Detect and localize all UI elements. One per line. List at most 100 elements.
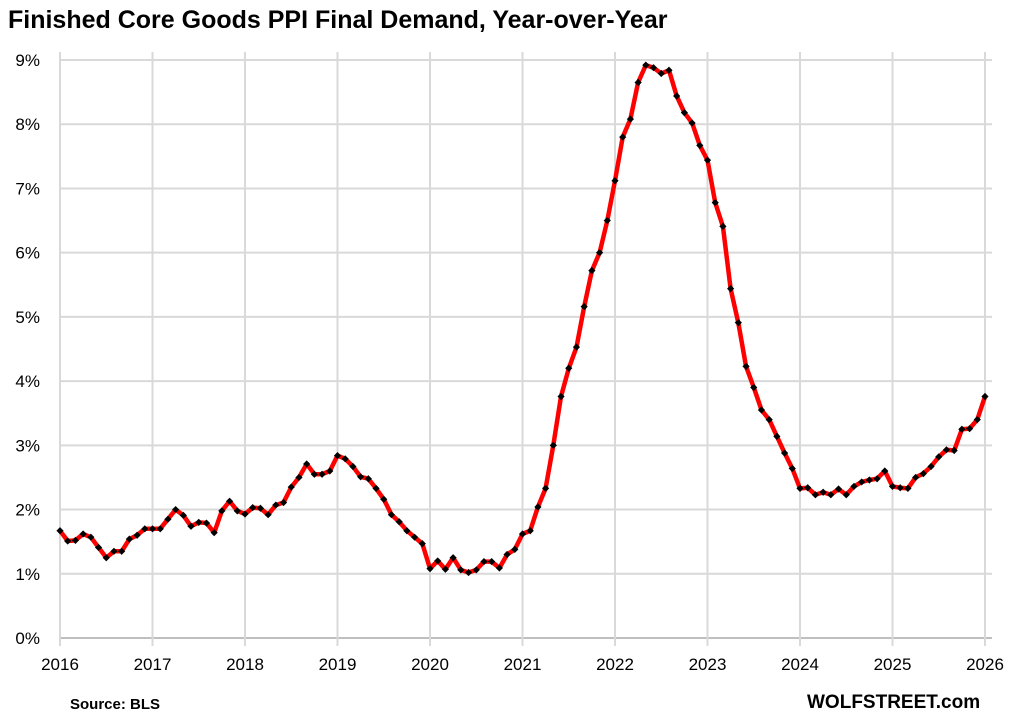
data-point [742, 362, 750, 370]
data-point [634, 78, 642, 87]
data-point [218, 507, 226, 515]
data-point [827, 491, 835, 499]
data-point [156, 525, 164, 533]
data-point [233, 507, 241, 515]
data-point [102, 554, 110, 562]
data-point [256, 504, 265, 512]
data-point [696, 141, 704, 150]
data-point [896, 484, 904, 492]
data-point [873, 475, 881, 483]
data-point [179, 511, 187, 519]
x-tick-label: 2018 [226, 655, 264, 674]
data-point [410, 533, 419, 541]
data-point [164, 515, 172, 523]
data-point [71, 536, 80, 544]
data-point [125, 535, 133, 543]
data-point [757, 406, 766, 414]
data-point [649, 64, 658, 72]
y-tick-label: 9% [15, 51, 40, 70]
data-point [295, 473, 303, 482]
data-point [780, 449, 789, 457]
data-point [973, 416, 981, 424]
x-axis-ticks: 2016 2017 2018 2019 2020 2021 2022 2023 2024 2025… [41, 655, 1004, 674]
data-point [557, 392, 565, 401]
data-point [511, 545, 519, 553]
data-point [842, 491, 850, 499]
grid [59, 52, 992, 646]
data-point [133, 531, 141, 539]
x-tick-label: 2021 [504, 655, 542, 674]
data-point [333, 452, 342, 460]
x-tick-label: 2016 [41, 655, 79, 674]
data-point [549, 441, 557, 449]
data-point [788, 464, 796, 473]
data-point [318, 470, 326, 478]
data-point [965, 425, 974, 433]
data-point [673, 92, 681, 100]
data-point [64, 537, 72, 545]
y-tick-label: 4% [15, 372, 40, 391]
data-point [249, 504, 257, 512]
data-point [657, 69, 665, 78]
data-point [796, 484, 804, 492]
data-point [441, 565, 450, 573]
x-tick-label: 2026 [966, 655, 1004, 674]
data-point [642, 61, 650, 69]
data-point [172, 505, 180, 514]
data-point [688, 119, 696, 127]
data-point [395, 518, 403, 526]
data-point [264, 511, 272, 519]
data-point [94, 543, 103, 552]
data-point [912, 473, 920, 482]
data-point [619, 133, 627, 141]
brand-label: WOLFSTREET.com [807, 692, 981, 713]
data-point [118, 547, 126, 555]
data-point [434, 557, 442, 565]
data-point [888, 482, 897, 491]
y-tick-label: 7% [15, 179, 40, 198]
data-point [372, 484, 380, 492]
data-point [603, 216, 611, 225]
y-tick-label: 6% [15, 244, 40, 263]
data-point [279, 498, 288, 507]
y-tick-label: 2% [15, 501, 40, 520]
data-point [542, 484, 550, 492]
data-point [310, 470, 318, 478]
data-point [834, 485, 843, 493]
data-point [595, 249, 604, 257]
data-point [750, 383, 758, 392]
data-point [241, 510, 249, 518]
data-point [727, 285, 735, 293]
data-point [387, 511, 396, 519]
x-tick-label: 2023 [689, 655, 727, 674]
data-point [919, 469, 927, 478]
data-point [626, 115, 635, 123]
data-point [472, 566, 480, 574]
data-point [503, 550, 511, 559]
data-point [572, 343, 581, 351]
data-point [287, 483, 295, 491]
data-point [187, 522, 195, 530]
data-point [850, 482, 858, 491]
data-point [719, 222, 727, 230]
data-point [87, 533, 95, 541]
data-point [534, 503, 542, 511]
data-point [210, 529, 218, 537]
data-point [495, 564, 503, 572]
data-point [927, 462, 935, 471]
source-note: Source: BLS [70, 696, 161, 713]
data-point [195, 518, 203, 526]
data-point [734, 319, 742, 327]
data-point [272, 501, 280, 509]
data-point [341, 455, 349, 463]
data-point [518, 530, 527, 538]
data-point [79, 530, 87, 538]
data-point [665, 66, 673, 74]
data-point [364, 475, 372, 483]
y-tick-label: 5% [15, 308, 40, 327]
data-point [942, 446, 951, 454]
data-point [565, 364, 573, 372]
x-tick-label: 2017 [134, 655, 172, 674]
data-point [611, 177, 619, 185]
